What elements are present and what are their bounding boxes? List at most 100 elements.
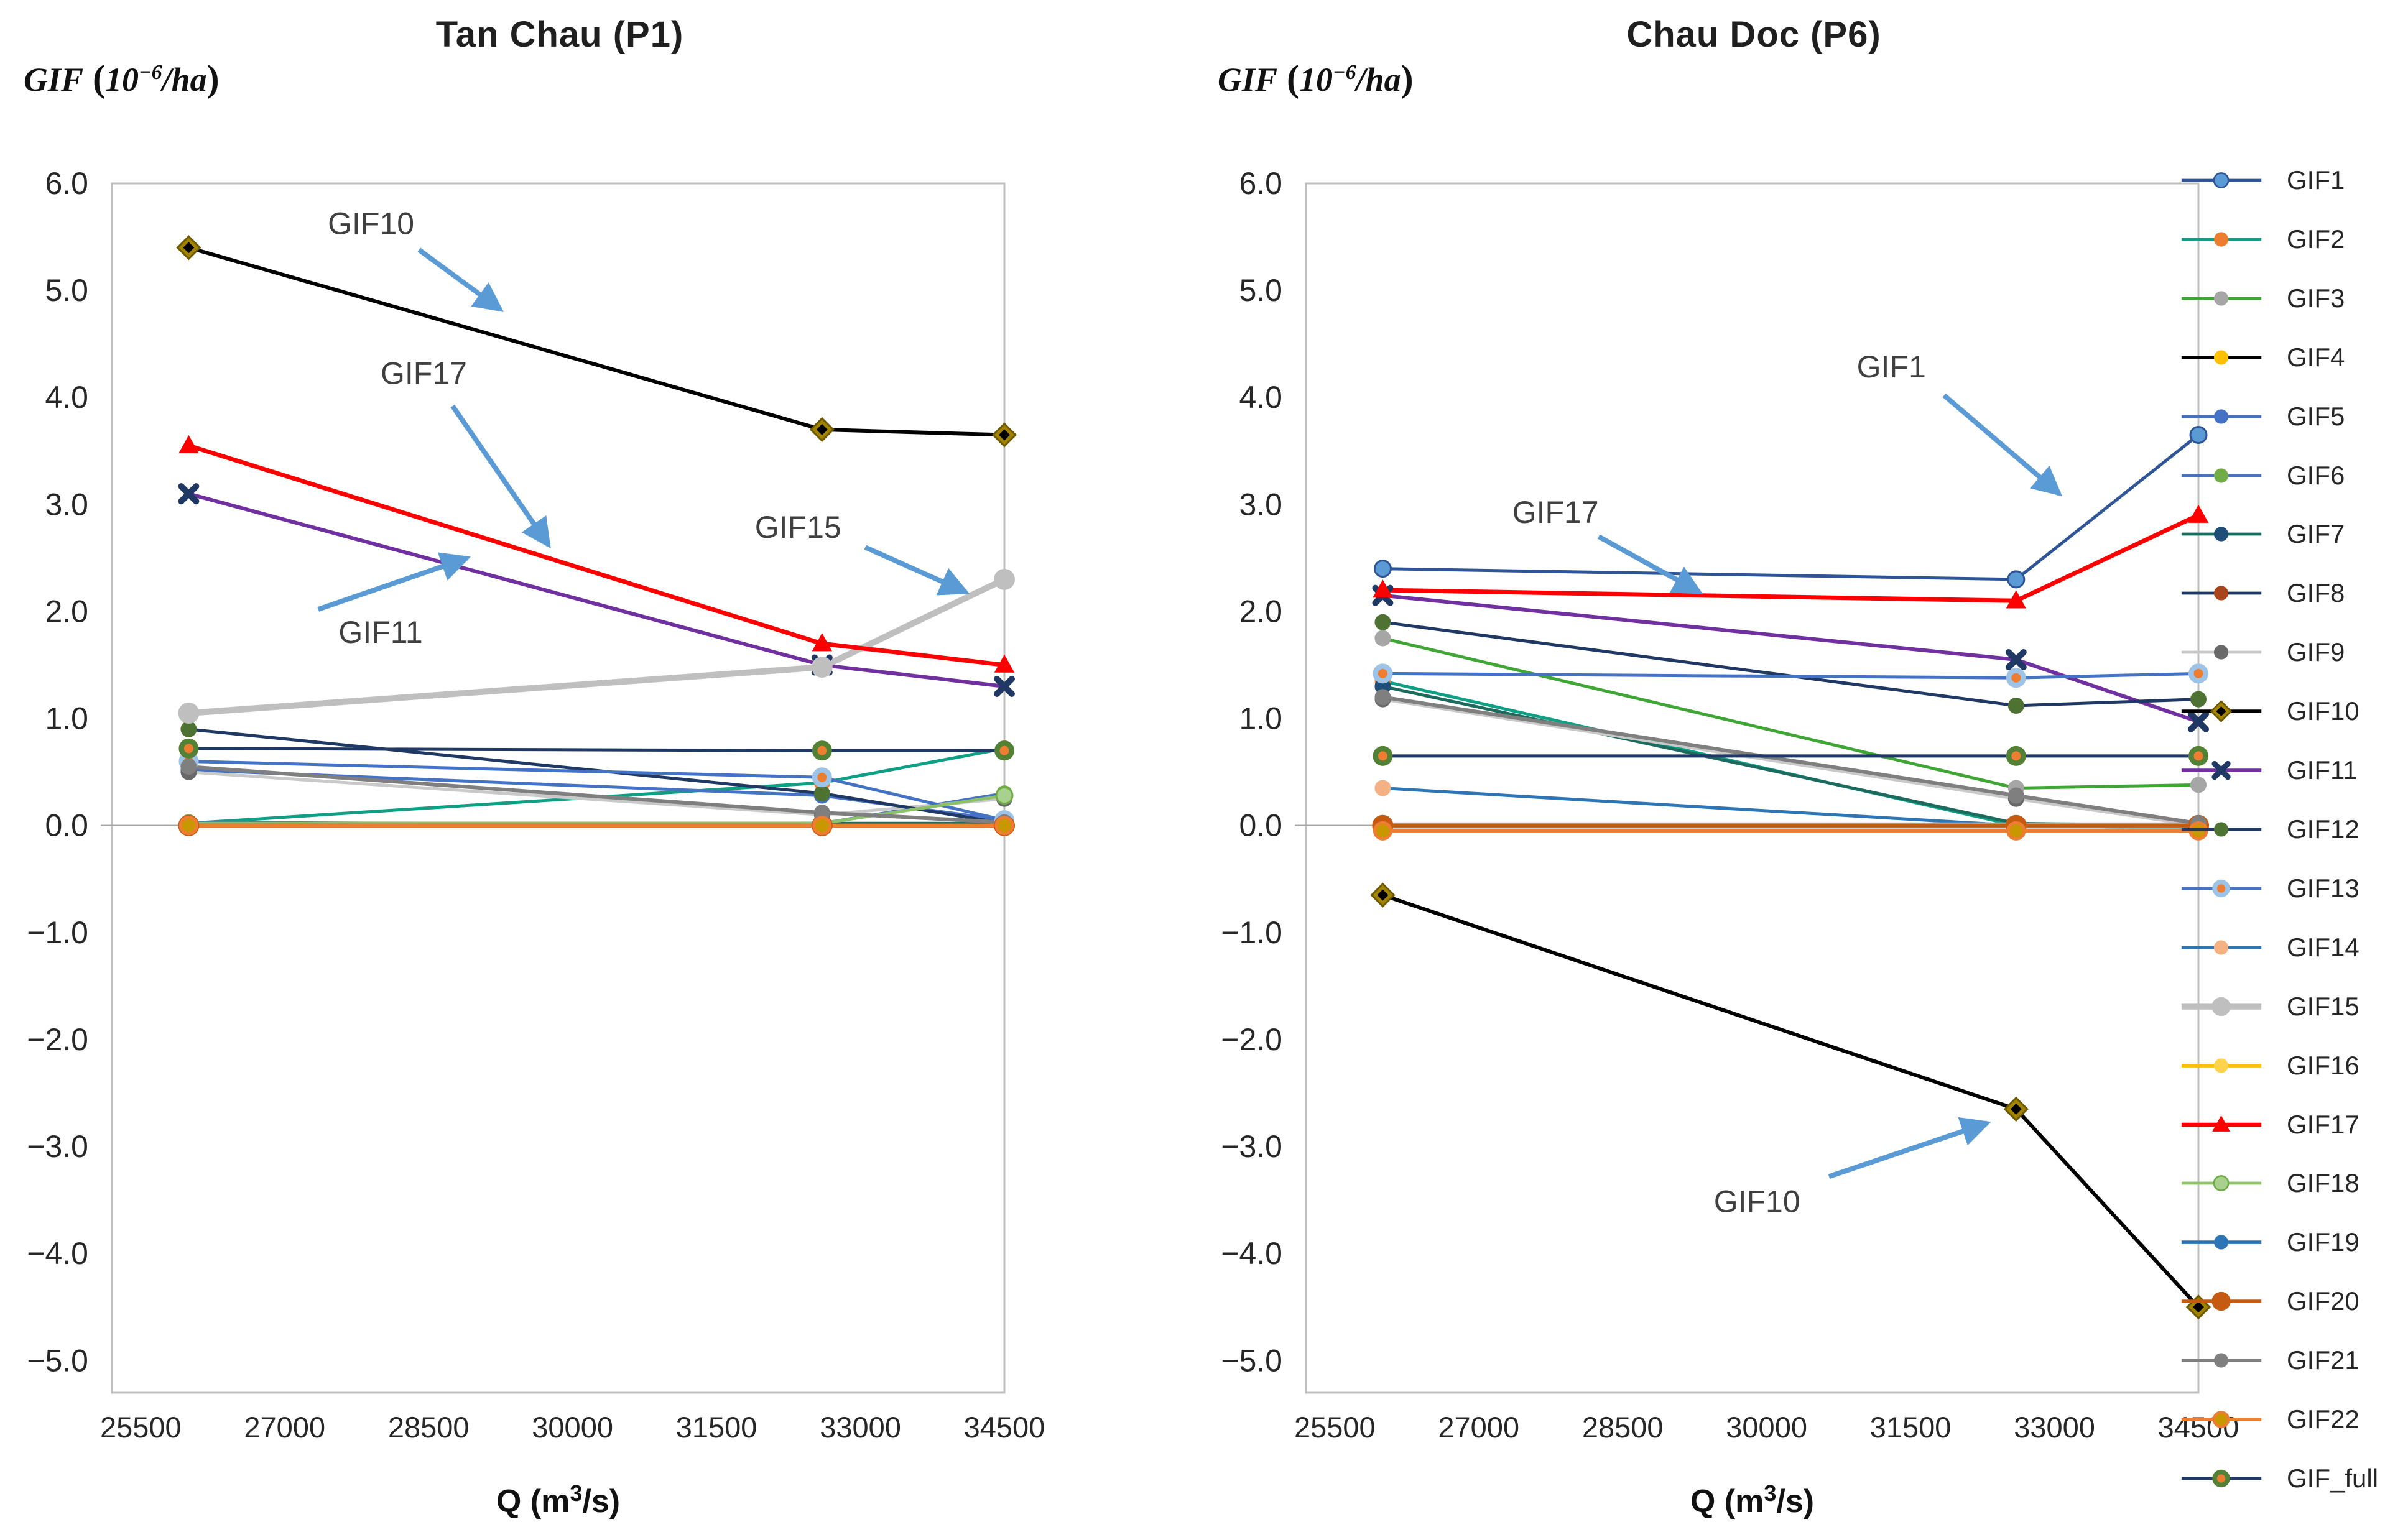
- series-line-GIF1: [1382, 433, 2200, 581]
- marker-GIF17: [812, 633, 832, 652]
- legend-item-GIF21: GIF21: [2180, 1345, 2404, 1375]
- y-tick-label: −1.0: [1221, 915, 1282, 950]
- legend-marker-icon-GIF9: [2181, 645, 2262, 660]
- series-line-GIF11: [188, 492, 1005, 688]
- marker-GIF22: [2188, 821, 2208, 841]
- legend-item-GIF6: GIF6: [2180, 460, 2404, 490]
- legend-label: GIF7: [2287, 519, 2345, 549]
- legend-label: GIF19: [2287, 1227, 2359, 1257]
- marker-GIF22: [178, 816, 198, 836]
- legend-marker-icon-GIF1: [2181, 172, 2262, 188]
- y-tick-label: 2.0: [1239, 594, 1282, 629]
- legend-label: GIF1: [2287, 165, 2345, 195]
- marker-GIF1: [1373, 560, 1392, 578]
- marker-GIF12: [2007, 697, 2024, 714]
- marker-GIF18: [995, 787, 1014, 805]
- legend-label: GIF16: [2287, 1050, 2359, 1080]
- legend-marker-icon-GIF14: [2181, 940, 2262, 955]
- legend-item-GIF12: GIF12: [2180, 814, 2404, 844]
- legend-marker-icon-GIF20: [2181, 1292, 2262, 1311]
- marker-GIF11: [178, 483, 200, 505]
- x-tick-label: 33000: [820, 1411, 901, 1444]
- marker-GIF22: [1373, 821, 1392, 841]
- legend-label: GIF10: [2287, 696, 2359, 726]
- marker-GIF1: [2189, 425, 2208, 444]
- marker-GIF22: [2006, 821, 2026, 841]
- legend-marker-icon-GIF5: [2181, 409, 2262, 424]
- annotation-arrow-GIF11: [317, 552, 471, 612]
- y-tick-label: −3.0: [1221, 1129, 1282, 1164]
- legend-item-GIF4: GIF4: [2180, 343, 2404, 372]
- marker-GIF21: [813, 805, 830, 821]
- legend-item-GIF17: GIF17: [2180, 1109, 2404, 1139]
- marker-GIF12: [813, 785, 830, 802]
- y-tick-label: 1.0: [45, 701, 88, 736]
- annotation-label-GIF17: GIF17: [1512, 495, 1599, 530]
- legend-label: GIF22: [2287, 1405, 2359, 1434]
- series-line-GIF_full: [188, 747, 1004, 752]
- annotation-label-GIF15: GIF15: [755, 510, 841, 545]
- legend-marker-icon-GIF18: [2181, 1175, 2262, 1192]
- legend-label: GIF8: [2287, 578, 2345, 608]
- x-axis-label: Q (m3/s): [1690, 1480, 1814, 1520]
- marker-GIF22: [812, 816, 832, 836]
- marker-GIF14: [1374, 780, 1391, 796]
- marker-GIF3: [1374, 630, 1391, 647]
- x-tick-label: 27000: [1438, 1411, 1519, 1444]
- y-tick-label: −3.0: [27, 1129, 88, 1164]
- legend-marker-icon-GIF19: [2181, 1235, 2262, 1250]
- legend-item-GIF18: GIF18: [2180, 1168, 2404, 1197]
- legend-item-GIF3: GIF3: [2180, 284, 2404, 313]
- legend-item-GIF13: GIF13: [2180, 873, 2404, 903]
- y-tick-label: 0.0: [45, 808, 88, 843]
- legend-label: GIF5: [2287, 401, 2345, 431]
- annotation-arrow-GIF15: [864, 545, 970, 596]
- marker-GIF17: [1373, 579, 1393, 598]
- x-tick-label: 31500: [1870, 1411, 1952, 1444]
- legend-label: GIF13: [2287, 873, 2359, 903]
- legend-item-GIF22: GIF22: [2180, 1405, 2404, 1434]
- legend-marker-icon-GIF13: [2181, 879, 2262, 898]
- legend-marker-icon-GIF10: [2181, 700, 2262, 723]
- y-axis-label: GIF (10−6/ha): [24, 58, 220, 99]
- plot-area-tan-chau: 6.0 5.0 4.0 3.0 2.0 1.0 0.0 −1.0 −2.0 −3.0 −4.0 −5.…: [27, 166, 1045, 1520]
- x-tick-label: 30000: [1726, 1411, 1807, 1444]
- marker-GIF12: [1374, 614, 1391, 630]
- y-tick-label: −2.0: [1221, 1022, 1282, 1057]
- marker-GIF17: [994, 654, 1015, 673]
- legend-label: GIF9: [2287, 637, 2345, 667]
- legend-label: GIF6: [2287, 460, 2345, 490]
- marker-GIF21: [1374, 689, 1391, 706]
- annotation-label-GIF17: GIF17: [381, 356, 467, 390]
- legend-item-GIF2: GIF2: [2180, 224, 2404, 254]
- marker-GIF15: [994, 568, 1015, 590]
- legend-label: GIF12: [2287, 814, 2359, 844]
- legend-item-GIF20: GIF20: [2180, 1286, 2404, 1316]
- y-tick-label: 2.0: [45, 594, 88, 629]
- annotation-arrow-GIF17: [450, 404, 551, 549]
- x-tick-label: 28500: [388, 1411, 470, 1444]
- legend-marker-icon-GIF7: [2181, 527, 2262, 542]
- marker-GIF11: [2188, 711, 2209, 732]
- y-tick-label: 6.0: [1239, 166, 1282, 201]
- annotation-label-GIF10: GIF10: [328, 206, 414, 241]
- legend-marker-icon-GIF21: [2181, 1353, 2262, 1368]
- marker-GIF3: [2190, 777, 2207, 793]
- legend-marker-icon-GIF8: [2181, 586, 2262, 601]
- chart-tan-chau: Tan Chau (P1) GIF (10−6/ha) 6.0 5.0 4.0 3.0…: [19, 0, 1101, 1527]
- annotation-arrow-GIF17: [1597, 534, 1703, 595]
- y-tick-label: 3.0: [45, 487, 88, 522]
- marker-GIF21: [180, 759, 197, 775]
- legend-marker-icon-GIF_full: [2181, 1469, 2262, 1488]
- series-line-GIF12: [1382, 620, 2199, 708]
- legend-label: GIF20: [2287, 1286, 2359, 1316]
- legend-marker-icon-GIF11: [2181, 760, 2262, 780]
- annotation-label-GIF10: GIF10: [1714, 1184, 1800, 1219]
- y-tick-label: 4.0: [45, 380, 88, 415]
- x-tick-label: 25500: [100, 1411, 182, 1444]
- legend-label: GIF2: [2287, 224, 2345, 254]
- series-line-GIF21: [1382, 695, 2199, 826]
- legend-label: GIF17: [2287, 1109, 2359, 1139]
- legend: GIF1 GIF2 GIF3 GIF4 GIF5 GIF6 GIF7 GIF8 GIF9 GIF1…: [2180, 165, 2404, 1493]
- legend-marker-icon-GIF12: [2181, 822, 2262, 837]
